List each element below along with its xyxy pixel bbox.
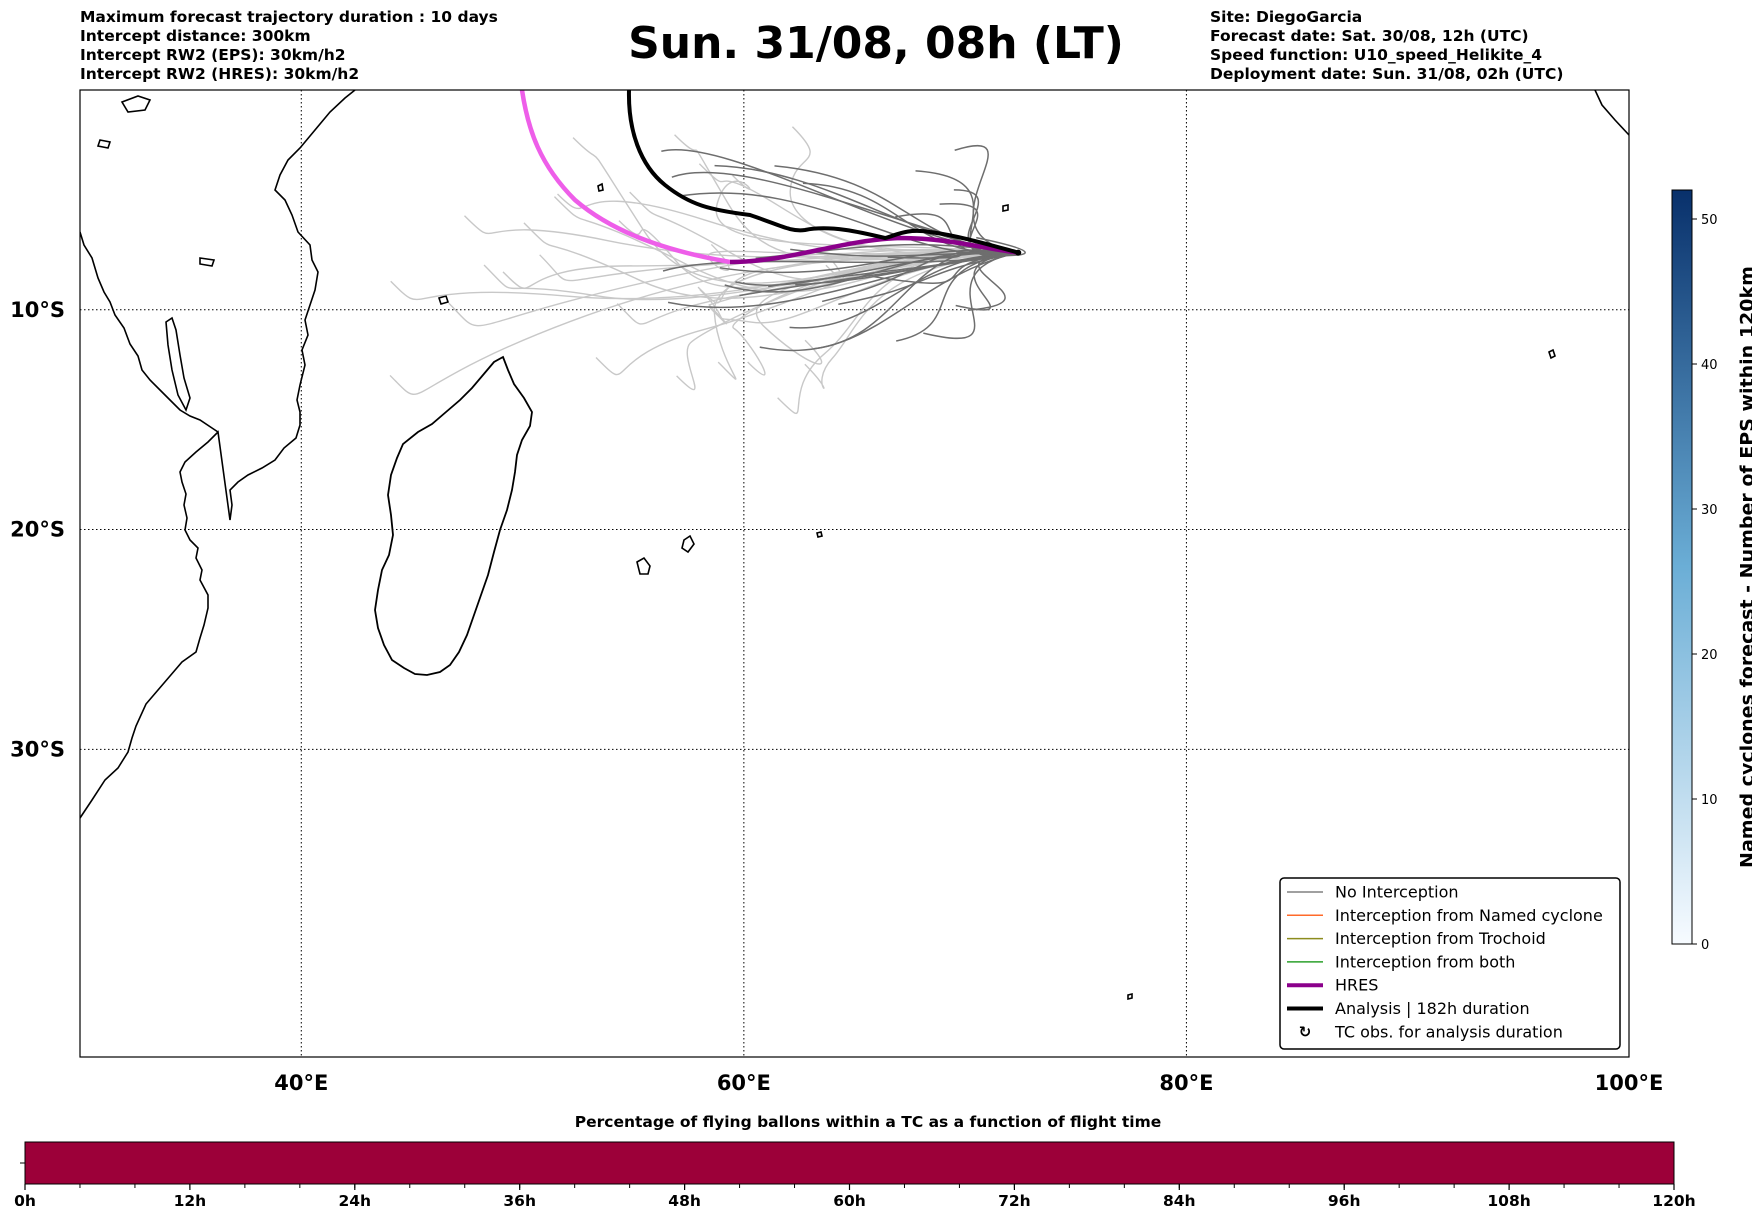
legend-swatch: ↻ <box>1299 1023 1312 1041</box>
island-small-2 <box>1002 204 1009 212</box>
legend-label: Interception from Trochoid <box>1335 929 1546 948</box>
colorbar-tick-label: 40 <box>1701 358 1718 373</box>
madagascar-coastline <box>374 355 533 676</box>
map-legend: No Interception Interception from Named c… <box>1279 877 1621 1050</box>
africa-coastline <box>80 90 356 819</box>
arabia-coastline <box>1594 90 1629 136</box>
bottom-colorbar-title: Percentage of flying ballons within a TC… <box>575 1113 1162 1131</box>
eps-trajectory <box>667 251 1019 309</box>
bottom-tick-label: 72h <box>998 1192 1031 1210</box>
legend-label: Analysis | 182h duration <box>1335 999 1530 1018</box>
legend-label: TC obs. for analysis duration <box>1334 1022 1563 1041</box>
legend-label: Interception from Named cyclone <box>1335 906 1603 925</box>
eps-trajectory <box>483 251 1019 301</box>
bottom-colorbar-ticks: 0h 12h 24h 36h 48h 60h 72h 84h 96h 108h 120h <box>14 1184 1696 1210</box>
lon-tick-label: 60°E <box>717 1071 771 1095</box>
eps-trajectory <box>795 251 1019 286</box>
eps-trajectory <box>896 251 1019 342</box>
bottom-tick-label: 108h <box>1487 1192 1530 1210</box>
island-socotra <box>120 95 152 113</box>
island-small-1 <box>597 182 604 192</box>
bottom-tick-label: 84h <box>1163 1192 1196 1210</box>
colorbar-label: Named cyclones forecast - Number of EPS … <box>1737 266 1752 868</box>
island-mauritius <box>1548 348 1556 360</box>
bottom-tick-label: 60h <box>833 1192 866 1210</box>
lon-tick-label: 80°E <box>1159 1071 1213 1095</box>
legend-label: HRES <box>1335 976 1378 995</box>
eps-trajectory <box>955 251 1019 311</box>
lat-tick-label: 30°S <box>10 737 65 761</box>
eps-trajectory <box>699 251 1019 324</box>
eps-trajectory <box>804 251 1019 389</box>
colorbar-gradient <box>1671 189 1693 945</box>
hres-trajectory-early <box>519 90 731 265</box>
bottom-tick-label: 96h <box>1328 1192 1361 1210</box>
eps-trajectory <box>732 250 1019 376</box>
intercept-eps-text: Intercept RW2 (EPS): 30km/h2 <box>80 46 346 64</box>
eps-trajectory <box>939 202 1019 255</box>
island-comoros <box>199 257 216 267</box>
bottom-tick-label: 36h <box>503 1192 536 1210</box>
bottom-tick-label: 12h <box>174 1192 207 1210</box>
lat-tick-label: 10°S <box>10 298 65 322</box>
map-frame <box>79 89 1630 1058</box>
bottom-tick-label: 24h <box>338 1192 371 1210</box>
site-text: Site: DiegoGarcia <box>1210 8 1363 26</box>
legend-label: Interception from both <box>1335 952 1515 971</box>
islands <box>96 95 1556 1001</box>
eps-trajectory <box>719 249 1019 274</box>
colorbar-tick-label: 30 <box>1701 503 1718 518</box>
bottom-tick-label: 0h <box>14 1192 36 1210</box>
map-area <box>80 90 1629 1057</box>
colorbar-tick-label: 10 <box>1701 793 1718 808</box>
colorbar-tick-label: 0 <box>1701 938 1709 953</box>
header-left: Maximum forecast trajectory duration : 1… <box>80 8 498 84</box>
colorbar-tick-label: 20 <box>1701 648 1718 663</box>
eps-trajectory <box>768 251 1019 288</box>
island-small-3 <box>1127 992 1133 1001</box>
lon-tick-label: 100°E <box>1595 1071 1664 1095</box>
deployment-date-text: Deployment date: Sun. 31/08, 02h (UTC) <box>1210 65 1564 83</box>
eps-trajectory <box>954 144 1019 254</box>
eps-trajectory <box>923 251 1019 340</box>
colorbar-ticks: 0 10 20 30 40 50 <box>1692 213 1718 953</box>
forecast-date-text: Forecast date: Sat. 30/08, 12h (UTC) <box>1210 27 1529 45</box>
right-colorbar: 0 10 20 30 40 50 Named cyclones forecast - Nu… <box>1671 189 1752 953</box>
island-mascarene-1 <box>636 556 651 575</box>
eps-trajectory <box>715 174 1019 254</box>
legend-box <box>1279 877 1621 1050</box>
speed-function-text: Speed function: U10_speed_Helikite_4 <box>1210 46 1543 64</box>
hres-trajectory-late <box>729 235 1019 265</box>
island-small-4 <box>816 531 823 538</box>
max-duration-text: Maximum forecast trajectory duration : 1… <box>80 8 498 26</box>
eps-trajectory <box>915 170 1019 257</box>
island-seychelles <box>437 295 450 305</box>
island-small-5 <box>96 139 112 149</box>
intercept-hres-text: Intercept RW2 (HRES): 30km/h2 <box>80 65 360 83</box>
intercept-distance-text: Intercept distance: 300km <box>80 27 311 45</box>
lon-tick-label: 40°E <box>274 1071 328 1095</box>
coastlines <box>80 90 1629 819</box>
bottom-tick-label: 120h <box>1652 1192 1695 1210</box>
colorbar-tick-label: 50 <box>1701 213 1718 228</box>
page-title: Sun. 31/08, 08h (LT) <box>628 18 1124 69</box>
island-zanzibar <box>165 316 191 413</box>
bottom-colorbar-bar <box>24 1141 1675 1185</box>
bottom-tick-label: 48h <box>668 1192 701 1210</box>
island-reunion <box>681 534 695 554</box>
africa-horn-coastline <box>80 231 219 433</box>
eps-trajectory <box>553 196 1019 293</box>
deployment-site-marker <box>1015 249 1022 256</box>
eps-trajectory <box>523 222 1019 299</box>
legend-label: No Interception <box>1335 883 1459 902</box>
analysis-trajectory <box>626 90 1019 255</box>
axis-labels: 40°E 60°E 80°E 100°E 10°S 20°S 30°S <box>10 298 1663 1095</box>
lat-tick-label: 20°S <box>10 518 65 542</box>
bottom-colorbar: Percentage of flying ballons within a TC… <box>14 1113 1696 1210</box>
eps-trajectory <box>390 251 1019 301</box>
header-right: Site: DiegoGarcia Forecast date: Sat. 30… <box>1210 8 1563 84</box>
